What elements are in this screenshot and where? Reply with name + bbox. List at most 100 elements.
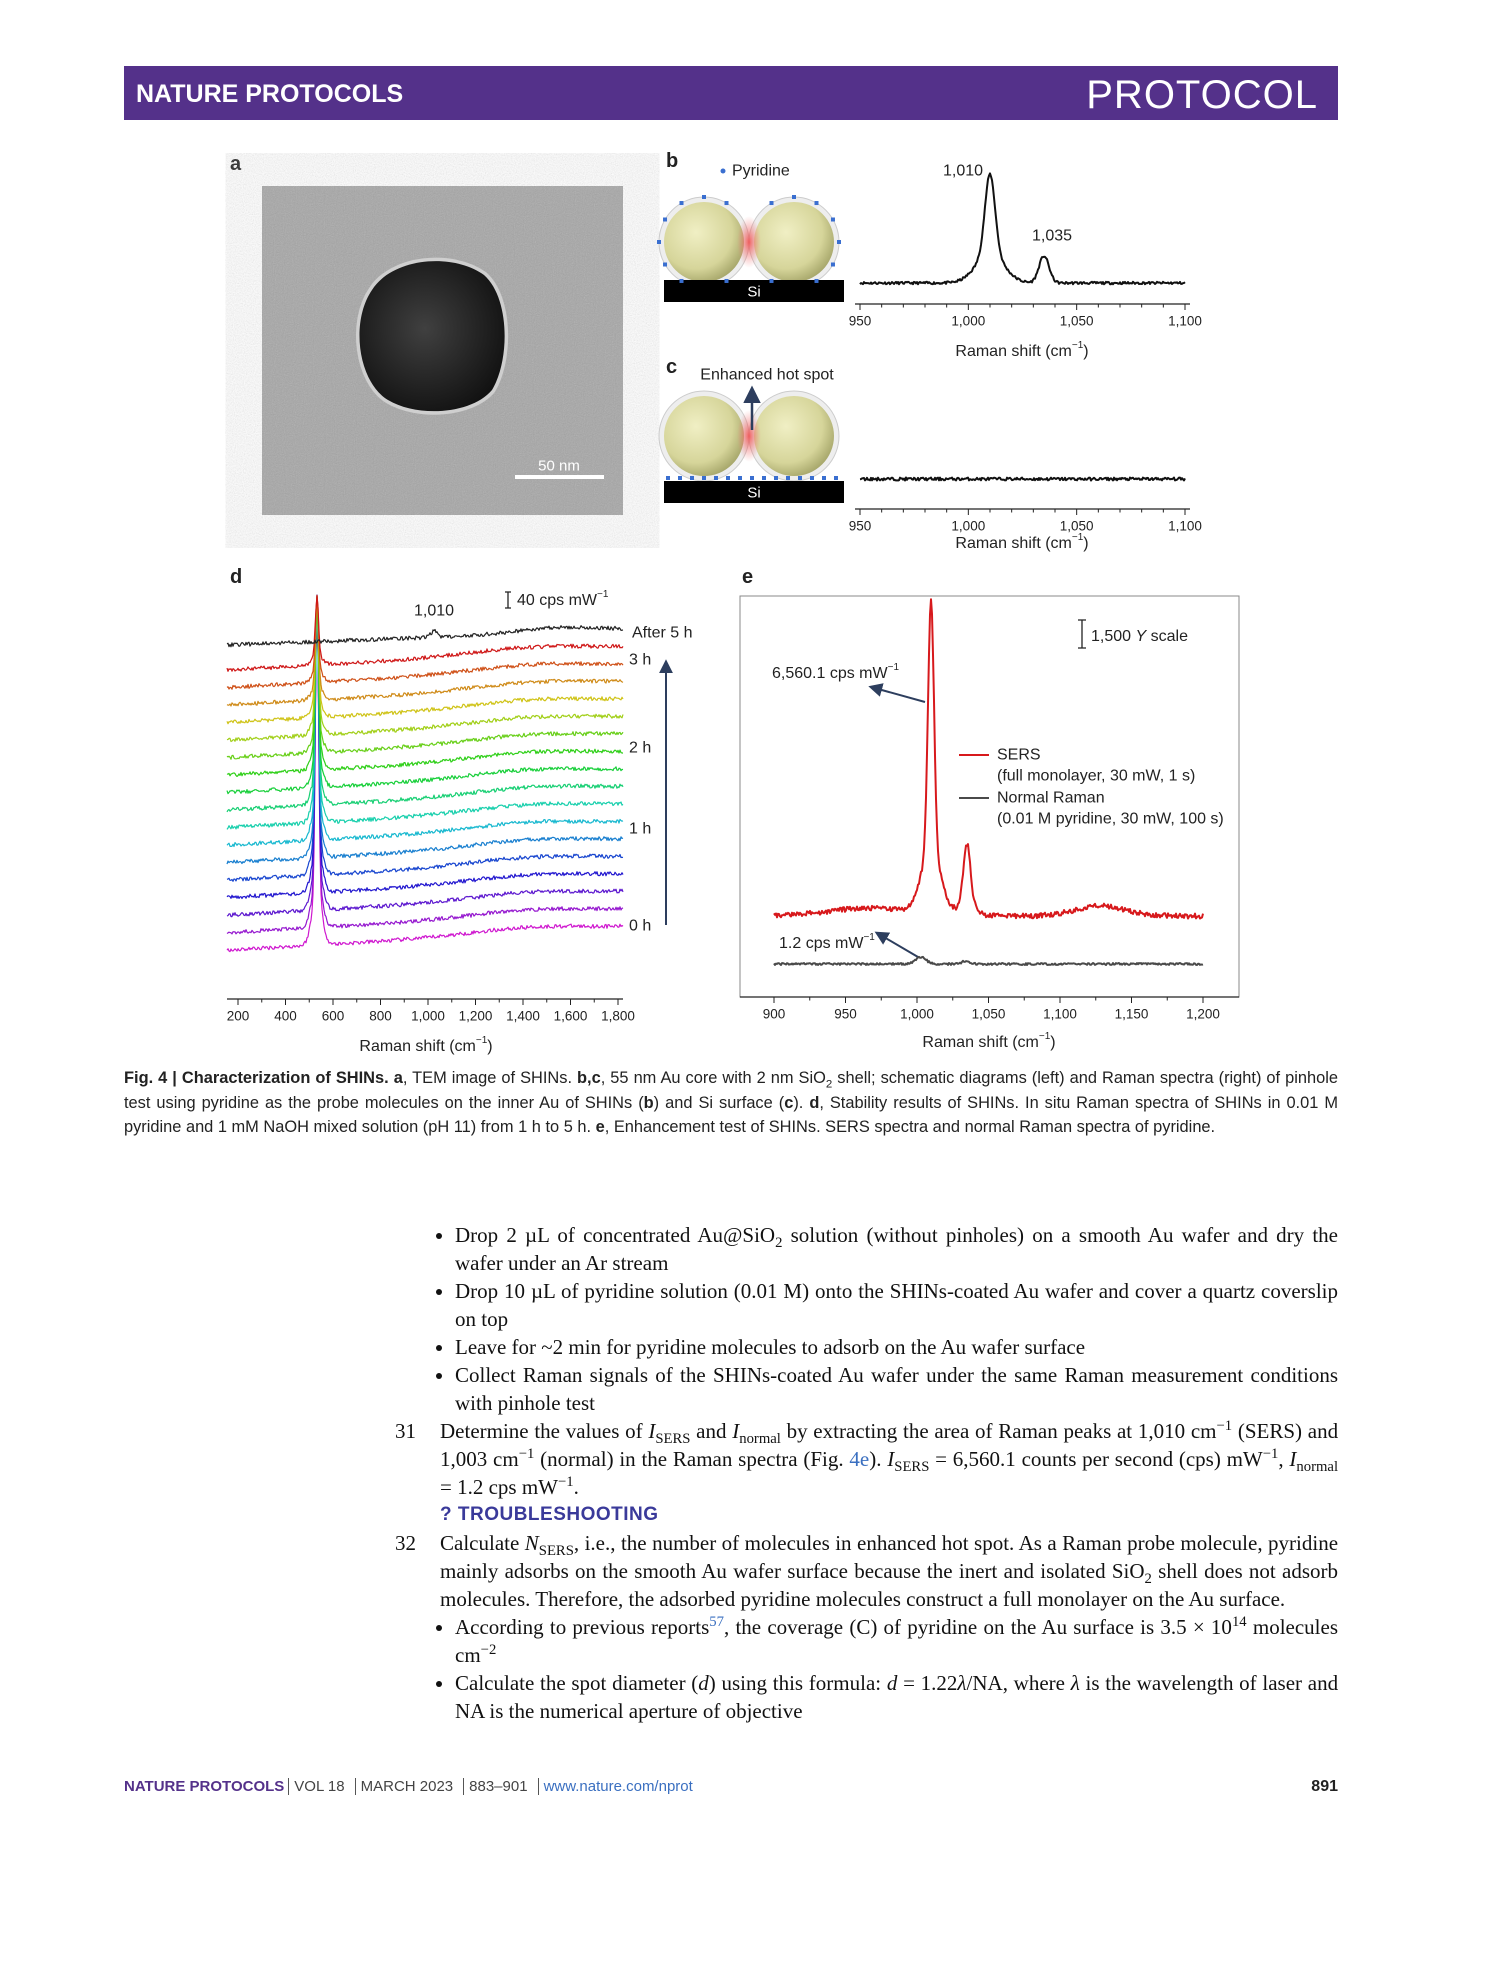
- spectrum: [226, 598, 624, 918]
- text: ) using this formula:: [708, 1671, 882, 1695]
- sup: −2: [480, 1642, 497, 1658]
- figure-caption: Fig. 4 | Characterization of SHINs. a, T…: [124, 1066, 1338, 1140]
- scale-label-text: Y: [1136, 628, 1148, 645]
- spectrum: [226, 597, 624, 830]
- text: solution (without pinholes) on a smooth …: [455, 1223, 1339, 1275]
- pyridine-dot: [666, 476, 670, 480]
- italic: d: [698, 1671, 709, 1695]
- text: is the wavelength of laser and NA is the…: [455, 1671, 1339, 1723]
- legend-detail: (0.01 M pyridine, 30 mW, 100 s): [997, 811, 1224, 828]
- spectrum: [226, 597, 624, 743]
- spectrum: [226, 595, 624, 900]
- panel-label: a: [230, 153, 242, 175]
- pyridine-dot: [792, 195, 796, 199]
- x-tick-label: 900: [763, 1007, 786, 1022]
- spectrum: [226, 594, 624, 882]
- peak-label: 1,010: [414, 603, 454, 620]
- x-tick-label: 1,000: [951, 314, 985, 329]
- time-label: After 5 h: [632, 625, 692, 642]
- spectrum: [226, 625, 624, 648]
- pyridine-dot: [798, 476, 802, 480]
- x-tick-label: 1,200: [1186, 1007, 1220, 1022]
- x-tick-label: 1,800: [601, 1009, 635, 1024]
- caption-text: , 55 nm Au core with 2 nm SiO: [600, 1069, 826, 1087]
- pyridine-dot: [834, 476, 838, 480]
- scale-label-text: scale: [1151, 628, 1188, 645]
- x-axis-label-sup: −1: [1072, 532, 1084, 543]
- x-tick-label: 950: [849, 314, 872, 329]
- figure: NATURE PROTOCOLS PROTOCOL a 50 nm b Pyri…: [124, 66, 1338, 1055]
- x-tick-label: 1,100: [1168, 519, 1202, 534]
- x-tick-label: 1,100: [1168, 314, 1202, 329]
- text: According to previous reports: [455, 1615, 710, 1639]
- x-tick-label: 950: [849, 519, 872, 534]
- pyridine-dot: [724, 201, 729, 206]
- tem-particle: [359, 261, 505, 412]
- annotation-sup: −1: [863, 932, 875, 943]
- scale-symbol: [505, 591, 511, 609]
- spectrum: [859, 476, 1186, 482]
- x-tick-label: 1,050: [1060, 519, 1094, 534]
- step-text: Calculate NSERS, i.e., the number of mol…: [440, 1529, 1338, 1613]
- pyridine-dot: [663, 262, 668, 267]
- x-axis-label-sup: −1: [1039, 1031, 1051, 1042]
- italic: I: [887, 1447, 895, 1471]
- reference[interactable]: 57: [709, 1614, 724, 1630]
- legend-label: Normal Raman: [997, 790, 1105, 807]
- pyridine-dot: [679, 278, 684, 283]
- text: ).: [869, 1447, 882, 1471]
- spectrum: [226, 596, 624, 760]
- text: = 6,560.1 counts per second (cps) mW: [935, 1447, 1263, 1471]
- x-tick-label: 1,000: [951, 519, 985, 534]
- time-label: 2 h: [629, 740, 651, 757]
- bullet-list: According to previous reports57, the cov…: [395, 1613, 1338, 1725]
- text: molecules cm: [455, 1615, 1338, 1667]
- caption-sub: 2: [825, 1078, 833, 1091]
- footer-link[interactable]: www.nature.com/nprot: [537, 1778, 698, 1795]
- annotation-arrow: [874, 931, 919, 958]
- x-axis-label-sup: −1: [476, 1035, 488, 1046]
- x-axis-label-text: Raman shift (cm: [955, 535, 1071, 552]
- troubleshooting[interactable]: ? TROUBLESHOOTING: [440, 1504, 659, 1525]
- bullet: Leave for ~2 min for pyridine molecules …: [455, 1333, 1338, 1361]
- x-tick-label: 200: [227, 1009, 250, 1024]
- text: Drop 2 µL of concentrated Au@SiO: [455, 1223, 776, 1247]
- bullet: According to previous reports57, the cov…: [455, 1613, 1338, 1669]
- page-number: 891: [1311, 1778, 1338, 1795]
- pyridine-dot: [714, 476, 718, 480]
- footer: NATURE PROTOCOLS VOL 18 MARCH 2023 883–901 w…: [124, 1778, 1338, 1795]
- annotation-text: 6,560.1 cps mW: [772, 665, 889, 682]
- footer-part: VOL 18: [288, 1778, 350, 1795]
- pyridine-dot: [814, 278, 819, 283]
- spectrum: [226, 597, 624, 707]
- text: , the coverage (C) of pyridine on the Au…: [723, 1615, 1232, 1639]
- step-number: 31: [395, 1419, 416, 1443]
- spectrum: [226, 595, 624, 690]
- figure-link[interactable]: 4e: [849, 1447, 870, 1471]
- pyridine-dot: [837, 240, 841, 244]
- x-tick-label: 1,050: [972, 1007, 1006, 1022]
- bullet: Calculate the spot diameter (d) using th…: [455, 1669, 1338, 1725]
- plots: 950 1,000 1,050 1,100 950 1,000 1,050 1,100 200 4…: [226, 172, 1239, 1024]
- sup: 14: [1231, 1614, 1247, 1630]
- pyridine-dot: [769, 201, 774, 206]
- pyridine-dot: [810, 476, 814, 480]
- text: (normal) in the Raman spectra (Fig.: [540, 1447, 844, 1471]
- spectrum: [226, 595, 624, 795]
- spectrum: [226, 594, 624, 672]
- pyridine-dot: [774, 476, 778, 480]
- legend-label: SERS: [997, 747, 1041, 764]
- footer-part: MARCH 2023: [354, 1778, 459, 1795]
- spectrum: [859, 172, 1186, 286]
- peak-label: 1,035: [1032, 228, 1072, 245]
- italic: N: [524, 1531, 539, 1555]
- x-axis-label: Raman shift (cm−1): [955, 532, 1088, 552]
- caption-text: , TEM image of SHINs.: [402, 1069, 573, 1087]
- caption-panel: d: [809, 1093, 820, 1112]
- scale-bar-label: 50 nm: [538, 458, 580, 475]
- step: 32 Calculate NSERS, i.e., the number of m…: [395, 1529, 1338, 1613]
- text: , i.e., the number of molecules in enhan…: [440, 1531, 1339, 1583]
- body-text: Drop 2 µL of concentrated Au@SiO2 soluti…: [395, 1221, 1338, 1725]
- legend-dot: [720, 168, 726, 174]
